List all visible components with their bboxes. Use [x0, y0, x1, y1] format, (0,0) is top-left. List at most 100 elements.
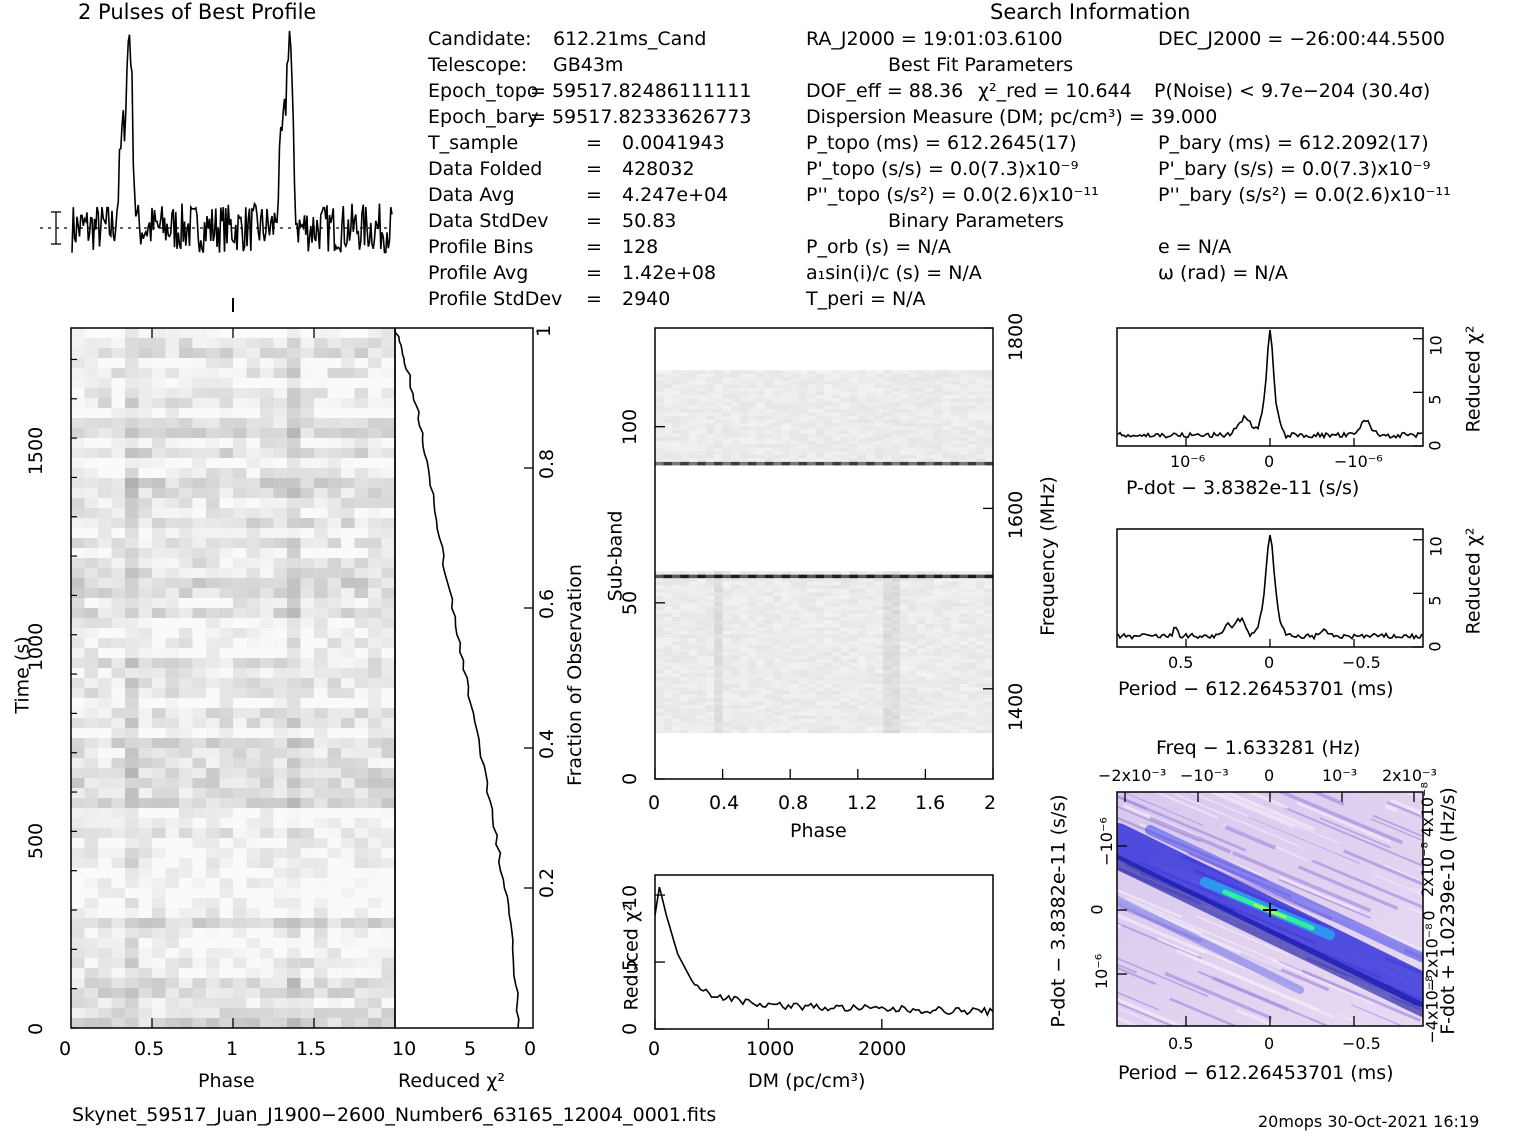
time-phase-cell — [233, 918, 247, 929]
subband-cell — [900, 401, 909, 407]
subband-cell — [815, 416, 825, 421]
subband-cell — [798, 504, 808, 509]
subband-cell — [815, 539, 825, 544]
time-phase-cell — [152, 1018, 166, 1029]
time-phase-cell — [260, 448, 274, 459]
subband-cell — [663, 511, 673, 516]
subband-cell — [942, 398, 952, 403]
subband-cell — [925, 535, 935, 540]
time-phase-cell — [287, 628, 301, 639]
subband-cell — [824, 349, 833, 354]
subband-cell — [984, 560, 994, 565]
subband-cell — [688, 553, 698, 558]
subband-cell — [857, 578, 867, 583]
time-phase-cell — [341, 678, 355, 689]
subband-cell — [933, 479, 943, 484]
time-phase-cell — [138, 418, 153, 429]
subband-cell — [807, 493, 817, 498]
subband-cell — [832, 564, 842, 569]
subband-cell — [705, 475, 715, 481]
subband-cell — [883, 349, 893, 354]
subband-cell — [959, 426, 969, 431]
time-phase-cell — [260, 468, 274, 479]
time-phase-cell — [111, 728, 126, 739]
subband-cell — [959, 451, 969, 456]
subband-cell — [849, 391, 859, 396]
subband-cell — [874, 338, 884, 343]
subband-cell — [781, 423, 791, 428]
time-phase-cell — [246, 578, 261, 589]
time-phase-cell — [260, 398, 274, 409]
time-phase-cell — [341, 978, 355, 989]
subband-cell — [984, 472, 994, 477]
time-phase-cell — [260, 908, 274, 919]
time-phase-cell — [71, 668, 85, 679]
subband-cell — [663, 486, 673, 491]
time-phase-cell — [381, 518, 396, 529]
subband-cell — [874, 525, 884, 530]
subband-cell — [697, 349, 707, 354]
subband-cell — [756, 560, 766, 565]
time-phase-cell — [206, 908, 220, 919]
subband-cell — [722, 373, 732, 378]
subband-cell — [731, 356, 740, 361]
time-phase-cell — [354, 728, 369, 739]
time-phase-cell — [192, 568, 207, 579]
time-phase-cell — [125, 798, 139, 809]
subband-cell — [874, 328, 884, 333]
subband-cell — [815, 479, 825, 484]
time-phase-cell — [260, 948, 274, 959]
time-phase-cell — [381, 368, 396, 379]
time-phase-cell — [111, 758, 126, 769]
subband-cell — [773, 440, 783, 445]
subband-cell — [722, 521, 732, 526]
time-phase-cell — [233, 958, 247, 969]
subband-cell — [663, 609, 673, 614]
subband-cell — [680, 465, 690, 470]
subband-cell — [739, 345, 749, 350]
time-phase-cell — [111, 598, 126, 609]
subband-cell — [815, 532, 825, 537]
subband-cell — [756, 356, 766, 361]
subband-cell — [747, 588, 757, 593]
subband-cell — [866, 557, 876, 562]
time-phase-cell — [300, 788, 315, 799]
subband-cell — [655, 409, 664, 414]
time-phase-cell — [246, 518, 261, 529]
subband-cell — [959, 542, 969, 547]
subband-cell — [900, 345, 909, 350]
subband-cell — [722, 437, 732, 442]
subband-cell — [663, 468, 673, 473]
time-phase-cell — [219, 588, 234, 599]
subband-cell — [781, 398, 791, 403]
subband-cell — [824, 356, 833, 361]
subband-cell — [697, 335, 707, 340]
time-phase-cell — [192, 818, 207, 829]
subband-cell — [773, 602, 783, 607]
subband-cell — [815, 553, 825, 558]
time-phase-cell — [84, 398, 99, 409]
subband-cell — [671, 416, 681, 421]
time-phase-cell — [98, 648, 112, 659]
time-phase-cell — [71, 608, 85, 619]
time-phase-cell — [246, 468, 261, 479]
subband-cell — [747, 440, 757, 445]
time-phase-cell — [314, 758, 328, 769]
subband-cell — [874, 394, 884, 399]
subband-cell — [984, 380, 994, 385]
time-phase-cell — [300, 838, 315, 849]
subband-cell — [984, 595, 994, 600]
subband-cell — [705, 363, 715, 368]
subband-cell — [959, 585, 969, 590]
subband-cell — [781, 504, 791, 509]
subband-cell — [824, 398, 833, 403]
subband-cell — [933, 352, 943, 357]
time-phase-cell — [273, 838, 288, 849]
subband-cell — [688, 454, 698, 459]
subband-cell — [663, 412, 673, 417]
subband-cell — [688, 497, 698, 502]
time-phase-cell — [341, 988, 355, 999]
subband-cell — [714, 609, 724, 614]
time-phase-cell — [327, 878, 342, 889]
time-phase-cell — [341, 708, 355, 719]
